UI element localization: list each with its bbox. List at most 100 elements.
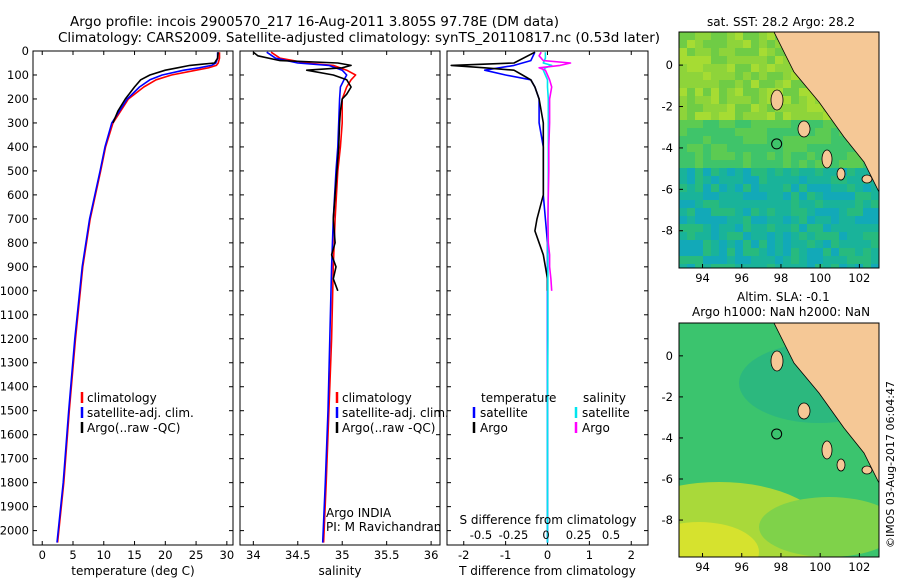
legend-label: Argo xyxy=(582,421,610,435)
sst-cell xyxy=(711,56,719,64)
sst-cell xyxy=(815,104,823,112)
sst-cell xyxy=(847,168,855,176)
sst-cell xyxy=(703,56,711,64)
sst-cell xyxy=(871,224,879,232)
sst-cell xyxy=(799,264,807,268)
sst-cell xyxy=(767,176,775,184)
sst-cell xyxy=(871,200,879,208)
sst-cell xyxy=(759,216,767,224)
sst-cell xyxy=(759,200,767,208)
sst-cell xyxy=(807,152,815,160)
sst-cell xyxy=(767,200,775,208)
sst-cell xyxy=(839,184,847,192)
sst-cell xyxy=(719,224,727,232)
sst-cell xyxy=(719,176,727,184)
sst-cell xyxy=(735,40,743,48)
sst-cell xyxy=(751,136,759,144)
sst-cell xyxy=(799,224,807,232)
sst-cell xyxy=(695,64,703,72)
sst-cell xyxy=(719,160,727,168)
sst-cell xyxy=(775,112,783,120)
island xyxy=(836,458,846,472)
sst-cell xyxy=(687,168,695,176)
sst-cell xyxy=(703,104,711,112)
sst-cell xyxy=(839,208,847,216)
sst-cell xyxy=(703,208,711,216)
legend-title-salinity: salinity xyxy=(583,391,626,405)
sst-cell xyxy=(743,152,751,160)
annotation-pi: PI: M Ravichandran xyxy=(326,520,441,534)
sst-cell xyxy=(799,200,807,208)
sst-cell xyxy=(839,248,847,256)
x-axis-label: temperature (deg C) xyxy=(71,564,194,578)
legend-label: satellite xyxy=(480,406,528,420)
sst-cell xyxy=(711,136,719,144)
sst-cell xyxy=(727,96,735,104)
sst-cell xyxy=(815,216,823,224)
sst-cell xyxy=(807,144,815,152)
sst-cell xyxy=(799,248,807,256)
sst-cell xyxy=(751,80,759,88)
series-line-0 xyxy=(270,51,357,543)
sst-cell xyxy=(759,80,767,88)
sst-cell xyxy=(711,120,719,128)
sst-cell xyxy=(703,72,711,80)
y-tick-label: 1500 xyxy=(0,404,29,418)
sst-cell xyxy=(727,120,735,128)
sst-cell xyxy=(807,264,815,268)
plot-frame xyxy=(32,50,234,546)
sst-cell xyxy=(679,80,687,88)
sst-cell xyxy=(783,256,791,264)
sst-cell xyxy=(807,120,815,128)
sst-cell xyxy=(751,144,759,152)
sst-cell xyxy=(831,192,839,200)
sst-cell xyxy=(695,56,703,64)
sst-cell xyxy=(711,152,719,160)
sst-cell xyxy=(767,232,775,240)
sst-cell xyxy=(679,72,687,80)
sst-cell xyxy=(823,144,831,152)
sst-cell xyxy=(799,216,807,224)
sst-cell xyxy=(775,40,783,48)
sst-cell xyxy=(799,184,807,192)
sst-cell xyxy=(743,56,751,64)
sst-cell xyxy=(735,248,743,256)
sst-cell xyxy=(695,144,703,152)
sst-cell xyxy=(823,112,831,120)
sst-cell xyxy=(711,160,719,168)
sst-cell xyxy=(807,112,815,120)
sst-cell xyxy=(687,128,695,136)
sst-cell xyxy=(679,56,687,64)
sst-cell xyxy=(719,216,727,224)
sst-cell xyxy=(695,232,703,240)
sst-cell xyxy=(687,208,695,216)
sst-cell xyxy=(767,240,775,248)
sst-cell xyxy=(855,216,863,224)
sst-cell xyxy=(855,248,863,256)
sst-cell xyxy=(775,232,783,240)
sst-cell xyxy=(695,160,703,168)
sst-cell xyxy=(679,128,687,136)
sst-cell xyxy=(863,208,871,216)
sst-cell xyxy=(767,80,775,88)
island xyxy=(861,465,873,475)
sst-cell xyxy=(719,264,727,268)
sst-cell xyxy=(831,168,839,176)
sst-cell xyxy=(695,224,703,232)
sst-cell xyxy=(839,216,847,224)
sst-cell xyxy=(679,112,687,120)
sst-cell xyxy=(767,248,775,256)
sst-cell xyxy=(727,144,735,152)
sst-cell xyxy=(719,144,727,152)
sst-cell xyxy=(695,40,703,48)
sst-cell xyxy=(703,88,711,96)
sst-cell xyxy=(783,208,791,216)
sst-cell xyxy=(823,264,831,268)
legend-title-temperature: temperature xyxy=(481,391,556,405)
sst-cell xyxy=(815,208,823,216)
sst-cell xyxy=(719,112,727,120)
sst-cell xyxy=(839,136,847,144)
sst-cell xyxy=(775,200,783,208)
sst-cell xyxy=(759,240,767,248)
